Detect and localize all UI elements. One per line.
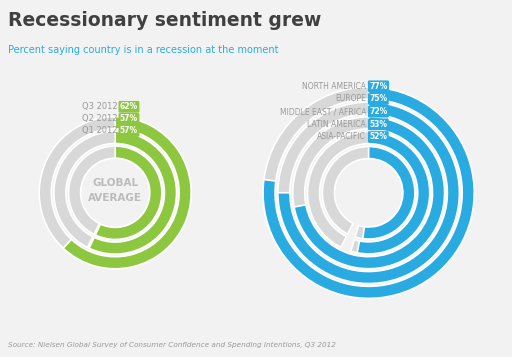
Wedge shape: [294, 117, 444, 269]
Text: Q1 2012: Q1 2012: [82, 126, 117, 135]
Text: EUROPE: EUROPE: [335, 95, 366, 104]
Text: 75%: 75%: [369, 95, 388, 104]
Wedge shape: [263, 87, 474, 298]
Text: Q2 2012: Q2 2012: [82, 114, 117, 124]
Wedge shape: [89, 131, 177, 254]
Wedge shape: [293, 117, 444, 269]
Wedge shape: [357, 132, 430, 254]
Wedge shape: [95, 146, 162, 240]
Text: 53%: 53%: [369, 120, 387, 129]
Wedge shape: [263, 87, 474, 298]
Text: 62%: 62%: [120, 102, 138, 111]
Text: NORTH AMERICA: NORTH AMERICA: [302, 82, 366, 91]
Wedge shape: [363, 146, 415, 239]
Wedge shape: [54, 131, 177, 254]
Wedge shape: [323, 146, 415, 239]
Wedge shape: [69, 146, 162, 240]
Text: 57%: 57%: [120, 126, 138, 135]
Text: 72%: 72%: [369, 107, 388, 116]
Text: GLOBAL
AVERAGE: GLOBAL AVERAGE: [88, 178, 142, 203]
Wedge shape: [278, 102, 459, 283]
Text: Source: Nielsen Global Survey of Consumer Confidence and Spending Intentions, Q3: Source: Nielsen Global Survey of Consume…: [8, 342, 335, 348]
Text: Q3 2012: Q3 2012: [82, 102, 117, 111]
Wedge shape: [308, 132, 430, 254]
Wedge shape: [278, 102, 459, 283]
Wedge shape: [39, 117, 191, 269]
Text: Percent saying country is in a recession at the moment: Percent saying country is in a recession…: [8, 45, 278, 55]
Wedge shape: [63, 117, 191, 269]
Text: LATIN AMERICA: LATIN AMERICA: [307, 120, 366, 129]
Text: ASIA-PACIFIC: ASIA-PACIFIC: [317, 132, 366, 141]
Text: Recessionary sentiment grew: Recessionary sentiment grew: [8, 11, 321, 30]
Text: MIDDLE EAST / AFRICA: MIDDLE EAST / AFRICA: [280, 107, 366, 116]
Text: 52%: 52%: [369, 132, 387, 141]
Text: 57%: 57%: [120, 114, 138, 124]
Text: 77%: 77%: [369, 82, 388, 91]
